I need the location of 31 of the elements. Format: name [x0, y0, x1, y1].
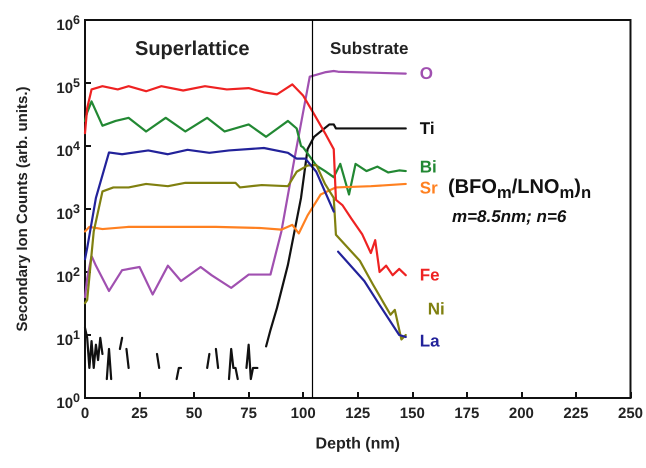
series-label: Ni [428, 300, 445, 318]
series-label: Bi [420, 158, 437, 177]
series-label: Ti [420, 118, 435, 138]
x-axis-title: Depth (nm) [316, 436, 400, 452]
y-tick-label: 10$^{6}$ [56, 12, 80, 36]
y-tick-label: 10$^{1}$ [56, 327, 80, 351]
y-tick-label: 10$^{5}$ [56, 75, 80, 99]
x-tick-label: 250 [618, 405, 643, 422]
x-tick-label: 125 [345, 405, 370, 422]
x-tick-label: 225 [563, 405, 588, 422]
x-tick-label: 0 [80, 405, 90, 422]
series-label: La [420, 331, 440, 350]
annotation: Superlattice [135, 38, 250, 60]
x-tick-label: 100 [290, 405, 316, 422]
series-label: Sr [420, 178, 438, 198]
y-tick-label: 10$^{0}$ [56, 390, 80, 414]
y-axis-title: Secondary Ion Counts (arb. units.) [14, 86, 31, 332]
x-tick-label: 150 [400, 405, 425, 422]
annotation: Substrate [330, 38, 408, 60]
x-tick-label: 75 [240, 405, 257, 422]
x-tick-label: 200 [508, 405, 534, 422]
x-tick-label: 175 [454, 405, 480, 422]
series-label: O [420, 64, 433, 84]
annotation: m=8.5nm; n=6 [452, 206, 566, 228]
x-tick-label: 50 [186, 405, 202, 422]
y-tick-label: 10$^{2}$ [56, 264, 80, 288]
series-label: Fe [420, 266, 440, 285]
x-tick-label: 25 [131, 405, 148, 422]
y-tick-label: 10$^{4}$ [56, 138, 80, 162]
annotation: (BFO$_{m}$/LNO$_{m}$)$_{n}$ [448, 176, 592, 204]
y-tick-label: 10$^{3}$ [56, 201, 80, 225]
